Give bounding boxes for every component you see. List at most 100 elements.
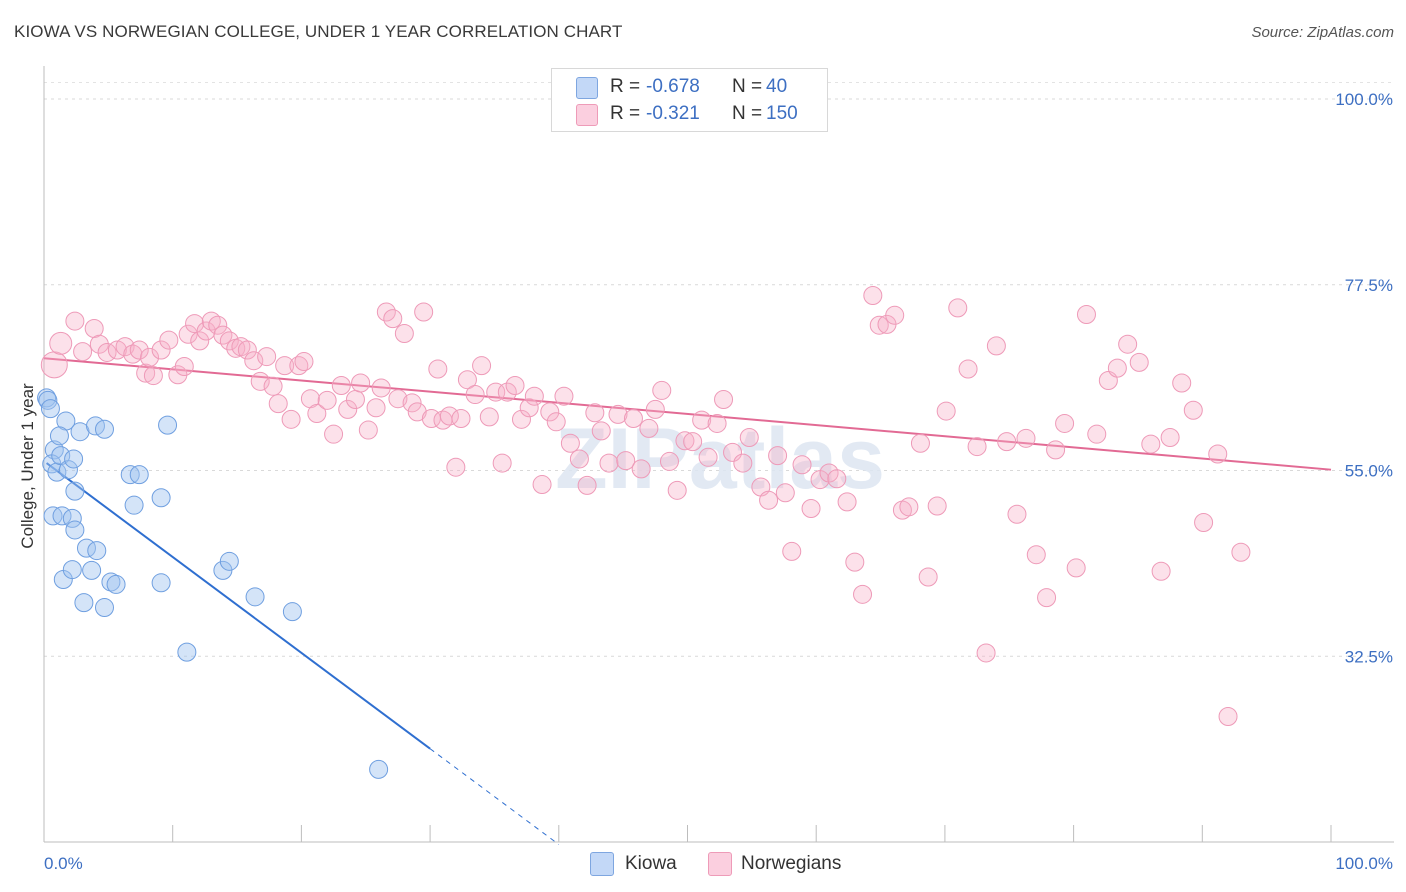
kiowa-point [106,574,126,594]
norwegians-point [1141,434,1161,454]
norwegians-point [338,399,358,419]
norwegians-point [257,347,277,367]
norwegians-point [407,402,427,422]
norwegians-point [524,386,544,406]
y-tick-label: 100.0% [1335,90,1393,109]
norwegians-point [511,409,531,429]
y-tick-label: 77.5% [1345,276,1393,295]
norwegians-point [569,449,589,469]
norwegians-point [244,351,264,371]
norwegians-point [599,453,619,473]
norwegians-point [394,323,414,343]
kiowa-point [87,541,107,561]
norwegians-point [616,451,636,471]
norwegians-point [263,376,283,396]
norwegians-point [639,418,659,438]
kiowa-point [219,551,239,571]
norwegians-point [532,475,552,495]
norwegians-point [759,490,779,510]
norwegians-point [40,351,68,379]
norwegians-point [268,394,288,414]
norwegians-point [997,432,1017,452]
norwegians-point [899,497,919,517]
norwegians-point [967,437,987,457]
norwegians-point [366,398,386,418]
kiowa-point [64,449,84,469]
norwegians-point [546,412,566,432]
norwegians-point [976,643,996,663]
norwegians-point [577,475,597,495]
norwegians-point [869,315,889,335]
norwegians-point [190,331,210,351]
norwegians-point [1007,504,1027,524]
norwegians-point [1046,440,1066,460]
norwegians-point [659,451,679,471]
norwegians-point [623,409,643,429]
kiowa-point [101,572,121,592]
norwegians-point [958,359,978,379]
norwegians-point [1087,424,1107,444]
norwegians-point [1055,413,1075,433]
norwegians-point [667,480,687,500]
norwegians-point [910,433,930,453]
norwegians-point [371,378,391,398]
norwegians-point [174,356,194,376]
norwegians-point [143,366,163,386]
kiowa-point [369,759,389,779]
norwegians-point [863,285,883,305]
norwegians-point [294,352,314,372]
legend-n-label: N = [732,76,763,97]
kiowa-point [49,426,69,446]
norwegians-point [1218,707,1238,727]
norwegians-point [185,314,205,334]
norwegians-point [307,404,327,424]
norwegians-point [505,375,525,395]
norwegians-point [631,459,651,479]
norwegians-point [497,382,517,402]
x-tick-label: 100.0% [1335,854,1393,873]
norwegians-point [936,401,956,421]
stats-legend: R = -0.678 N = 40 R = -0.321 N = 150 [551,68,828,132]
norwegians-point [428,359,448,379]
norwegians-point [486,382,506,402]
kiowa-point [65,520,85,540]
norwegians-point [1231,542,1251,562]
norwegians-point [237,340,257,360]
norwegians-point [465,385,485,405]
norwegians-point [345,390,365,410]
norwegians-point [714,390,734,410]
norwegians-point [853,584,873,604]
norwegians-point [208,315,228,335]
norwegians-trend-line [43,357,1332,471]
kiowa-legend-swatch [590,852,614,876]
norwegians-point [608,404,628,424]
norwegians-point [65,311,85,331]
norwegians-point [819,463,839,483]
norwegians-point [519,398,539,418]
norwegians-point [707,413,727,433]
norwegians-point [683,432,703,452]
kiowa-legend-label: Kiowa [625,853,677,874]
norwegians-point [159,330,179,350]
norwegians-point [1076,304,1096,324]
x-tick-label: 0.0% [44,854,83,873]
kiowa-point [94,598,114,618]
norwegians-point [1183,400,1203,420]
kiowa-point [62,508,82,528]
norwegians-point [837,492,857,512]
norwegians-point [1151,561,1171,581]
kiowa-point [177,642,197,662]
norwegians-legend-label: Norwegians [741,853,842,874]
norwegians-point [439,406,459,426]
norwegians-point [178,324,198,344]
kiowa-point [74,593,94,613]
norwegians-point [792,455,812,475]
norwegians-point [250,371,270,391]
norwegians-point [768,446,788,466]
norwegians-point [698,447,718,467]
norwegians-point [1118,334,1138,354]
norwegians-point [1208,444,1228,464]
norwegians-point [801,498,821,518]
norwegians-point [151,340,171,360]
